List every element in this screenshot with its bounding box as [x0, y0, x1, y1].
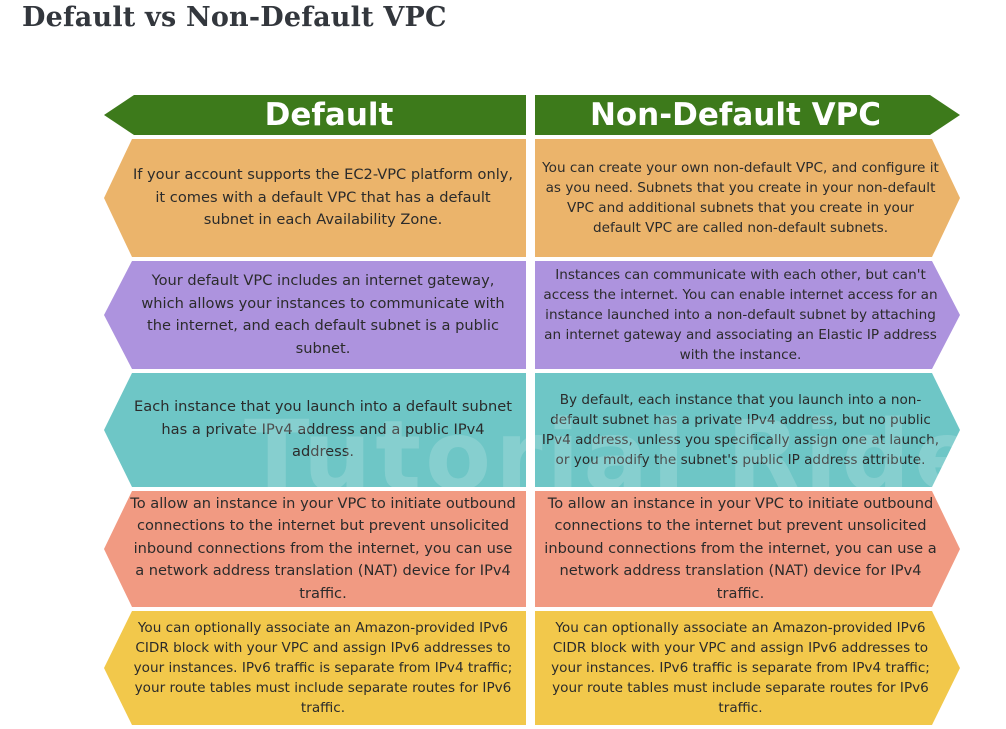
non-default-cell-4: To allow an instance in your VPC to init…: [535, 491, 960, 607]
header-non-default-vpc: Non-Default VPC: [535, 95, 960, 135]
non-default-cell-3: By default, each instance that you launc…: [535, 373, 960, 487]
default-cell-5: You can optionally associate an Amazon-p…: [104, 611, 526, 725]
default-cell-2: Your default VPC includes an internet ga…: [104, 261, 526, 369]
default-cell-1: If your account supports the EC2-VPC pla…: [104, 139, 526, 257]
header-default: Default: [104, 95, 526, 135]
header-non-default-vpc-label: Non-Default VPC: [589, 97, 882, 133]
non-default-cell-2: Instances can communicate with each othe…: [535, 261, 960, 369]
non-default-cell-5: You can optionally associate an Amazon-p…: [535, 611, 960, 725]
non-default-cell-1: You can create your own non-default VPC,…: [535, 139, 960, 257]
comparison-diagram: Default Non-Default VPC If your account …: [104, 95, 979, 727]
header-default-label: Default: [264, 97, 394, 133]
default-cell-4: To allow an instance in your VPC to init…: [104, 491, 526, 607]
page-title: Default vs Non-Default VPC: [22, 2, 447, 33]
default-cell-3: Each instance that you launch into a def…: [104, 373, 526, 487]
